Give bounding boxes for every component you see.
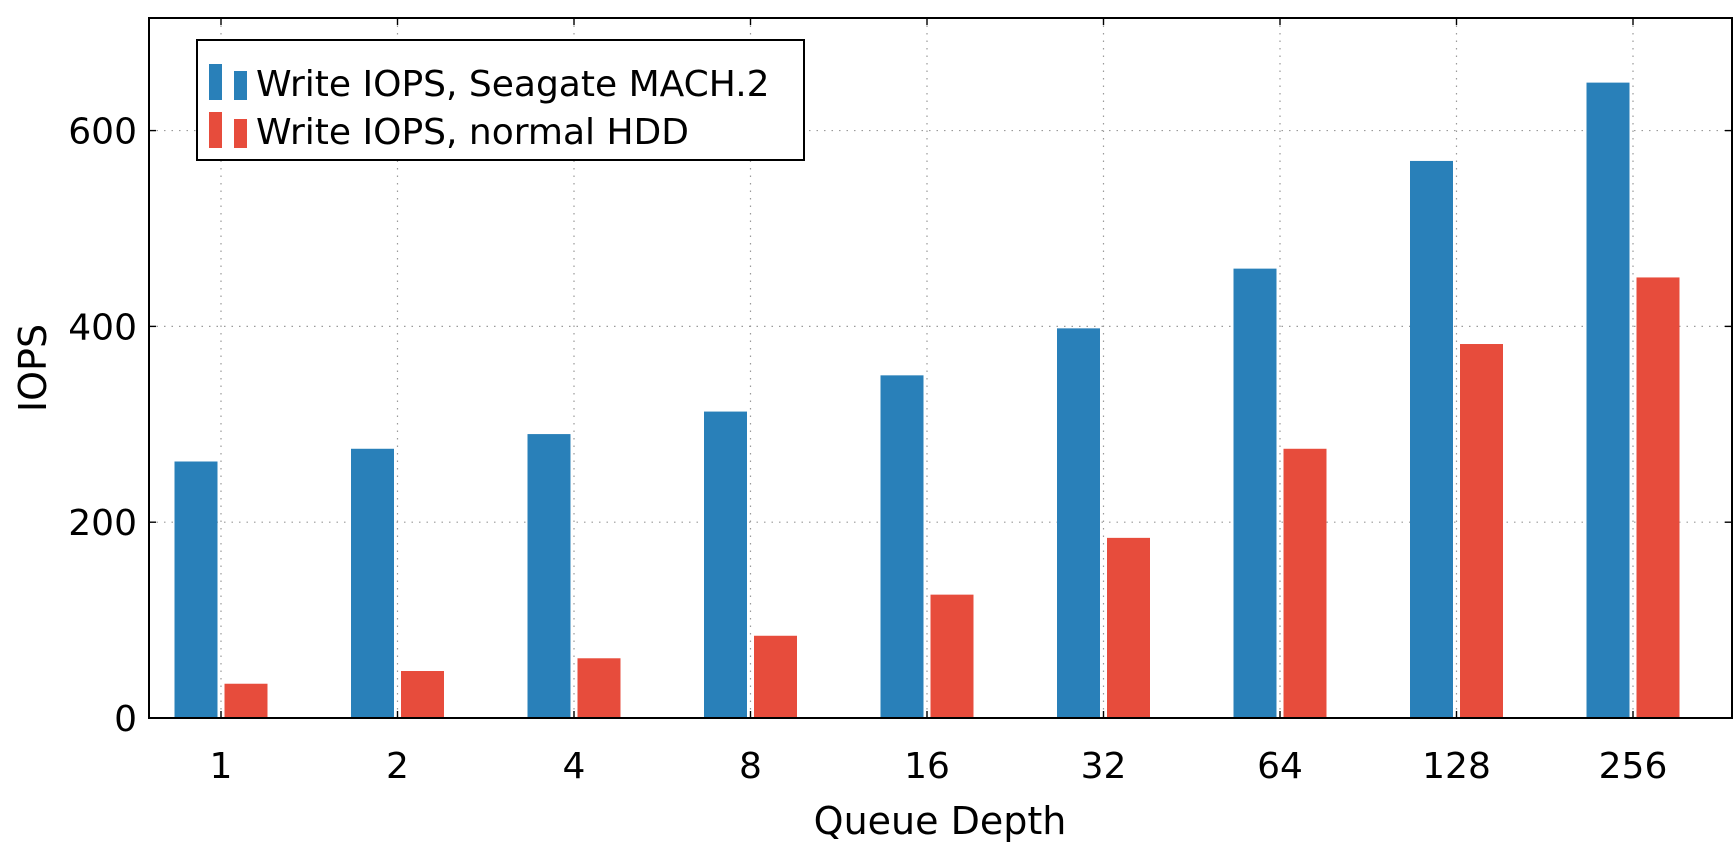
bar-normal-hdd [1460,344,1503,718]
x-tick-label: 256 [1599,746,1668,787]
y-tick-label: 0 [114,699,137,740]
bar-normal-hdd [1107,537,1150,718]
bar-seagate-mach2 [174,461,218,718]
legend: Write IOPS, Seagate MACH.2 Write IOPS, no… [196,39,805,161]
x-tick-label: 8 [739,746,762,787]
legend-swatch [209,112,222,148]
bar-normal-hdd [930,594,974,718]
axes-layer [148,17,1733,719]
legend-label: Write IOPS, normal HDD [256,112,689,153]
y-tick-label: 600 [68,112,137,153]
bar-seagate-mach2 [1057,328,1100,718]
legend-label: Write IOPS, Seagate MACH.2 [256,64,770,105]
legend-swatch [234,119,247,148]
x-axis-title: Queue Depth [814,799,1067,843]
labels-layer: 0 200 400 600 1 2 4 8 16 32 64 128 256 [68,112,1667,787]
legend-swatch [234,71,247,100]
x-tick-label: 2 [386,746,409,787]
bar-normal-hdd [401,671,444,718]
x-tick-label: 16 [904,746,950,787]
bar-seagate-mach2 [1410,160,1453,718]
x-tick-label: 64 [1257,746,1303,787]
bar-seagate-mach2 [1233,268,1277,718]
legend-swatch [209,64,222,100]
bar-normal-hdd [1283,448,1327,718]
legend-entries: Write IOPS, Seagate MACH.2 Write IOPS, no… [209,64,770,153]
bar-normal-hdd [224,683,268,718]
bar-normal-hdd [754,635,797,718]
bar-seagate-mach2 [1586,82,1630,719]
bar-normal-hdd [1636,277,1680,718]
plot-frame [148,17,1733,719]
x-tick-label: 4 [563,746,586,787]
x-tick-label: 128 [1422,746,1491,787]
bar-seagate-mach2 [704,411,747,718]
bar-seagate-mach2 [351,448,394,718]
y-tick-label: 200 [68,503,137,544]
bars-layer [174,82,1680,719]
x-tick-label: 1 [210,746,233,787]
bar-seagate-mach2 [527,434,571,718]
bar-normal-hdd [577,658,621,718]
y-tick-label: 400 [68,307,137,348]
y-axis-title: IOPS [11,324,55,412]
x-tick-label: 32 [1081,746,1127,787]
bar-seagate-mach2 [880,375,924,718]
legend-box [196,39,805,161]
